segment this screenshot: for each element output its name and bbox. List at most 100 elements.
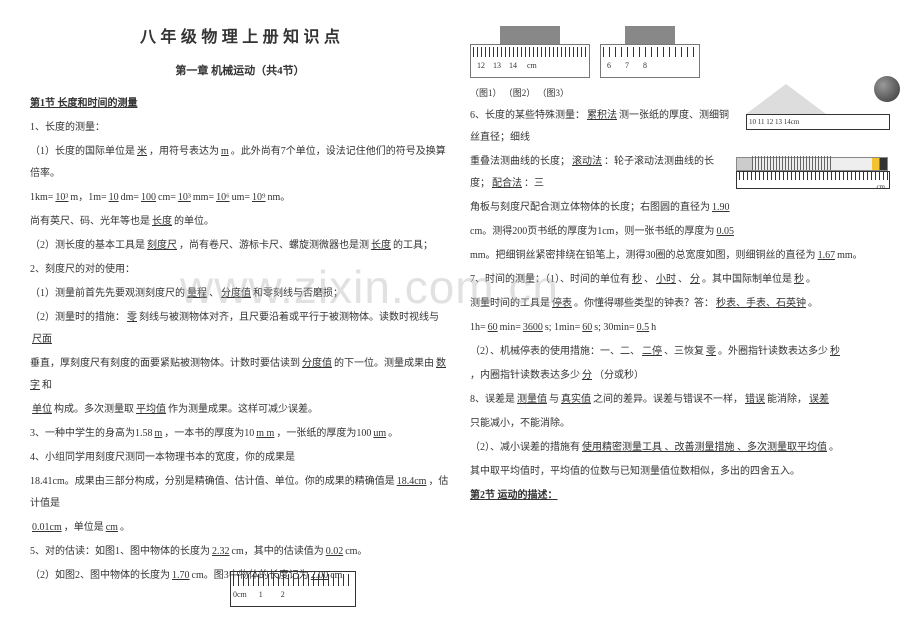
- para-8: （2）测量时的措施：零刻线与被测物体对齐，且尺要沿着或平行于被测物体。读数时视线…: [30, 307, 450, 351]
- t: （2）如图2、图中物体的长度为: [30, 570, 170, 581]
- t: 1km=: [30, 192, 53, 203]
- blank: 18.4cm: [395, 476, 429, 487]
- t: 垂直，厚刻度尺有刻度的面要紧贴被测物体。计数时要估读到: [30, 358, 300, 369]
- blank: 测量值: [515, 394, 549, 405]
- blank: 60: [486, 322, 500, 333]
- t: 3、一种中学生的身高为1.58: [30, 428, 153, 439]
- t: 、: [678, 274, 688, 285]
- blank: 10³: [176, 192, 193, 203]
- para-6: 2、刻度尺的对的使用：: [30, 259, 450, 281]
- para-r15: 其中取平均值时，平均值的位数与已知测量值位数相似，多出的四舍五入。: [470, 461, 890, 483]
- t: 18.41cm。成果由三部分构成，分别是精确值、估计值、单位。你的成果的精确值是: [30, 476, 395, 487]
- blank: 配合法: [490, 178, 524, 189]
- block-icon: [500, 26, 560, 44]
- pencil-coil-figure: cm: [736, 157, 890, 195]
- t: 8、误差是: [470, 394, 515, 405]
- ruler-icon: 6 7 8: [600, 44, 700, 78]
- blank: 0.02: [324, 546, 346, 557]
- blank: 使用精密测量工具 、改善测量措施 、多次测量取平均值: [580, 442, 829, 453]
- figure-2: 6 7 8: [600, 26, 700, 78]
- blank: 累积法: [585, 110, 619, 121]
- blank: 长度: [150, 216, 174, 227]
- para-r5: cm。测得200页书纸的厚度为1cm，则一张书纸的厚度为0.05: [470, 221, 890, 243]
- ruler-icon: 12 13 14 cm: [470, 44, 590, 78]
- t: （2）、减小误差的措施有: [470, 442, 580, 453]
- t: 6、长度的某些特殊测量：: [470, 110, 585, 121]
- t: 的工具；: [393, 240, 433, 251]
- t: 。你懂得哪些类型的钟表？答：: [574, 298, 714, 309]
- t: mm。: [837, 250, 863, 261]
- ticks: [739, 172, 889, 180]
- t: cm。: [345, 546, 367, 557]
- para-r12: 8、误差是测量值与真实值之间的差异。误差与错误不一样，错误能消除，误差: [470, 389, 890, 411]
- blank: 米: [135, 146, 149, 157]
- blank: 刻度尺: [145, 240, 179, 251]
- para-9: 垂直，厚刻度尺有刻度的面要紧贴被测物体。计数时要估读到分度值的下一位。测量成果由…: [30, 353, 450, 397]
- t: 与: [549, 394, 559, 405]
- t: h: [651, 322, 656, 333]
- t: ，一本书的厚度为10: [164, 428, 254, 439]
- blank: 量程: [185, 288, 209, 299]
- t: 1h=: [470, 322, 486, 333]
- t: ：三: [524, 178, 544, 189]
- t: 。其中国际制单位是: [702, 274, 792, 285]
- t: 之间的差异。误差与错误不一样，: [593, 394, 743, 405]
- para-r8: 测量时间的工具是停表。你懂得哪些类型的钟表？答：秒表、手表、石英钟。: [470, 293, 890, 315]
- wire-coil-icon: [752, 156, 832, 170]
- t: ，单位是: [64, 522, 104, 533]
- blank: 2.00: [309, 570, 331, 581]
- ticks: [603, 47, 697, 57]
- labels: 12 13 14 cm: [473, 57, 587, 75]
- blank: 0.5: [635, 322, 652, 333]
- blank: 分: [580, 370, 594, 381]
- para-r14: （2）、减小误差的措施有使用精密测量工具 、改善测量措施 、多次测量取平均值。: [470, 437, 890, 459]
- para-11: 3、一种中学生的身高为1.58m，一本书的厚度为10m m，一张纸的厚度为100…: [30, 423, 450, 445]
- ticks: [473, 47, 587, 57]
- block-icon: [625, 26, 675, 44]
- t: 。: [120, 522, 130, 533]
- t: 。: [806, 274, 816, 285]
- t: cm=: [158, 192, 176, 203]
- t: cm，其中的估读值为: [232, 546, 324, 557]
- para-1: 1、长度的测量：: [30, 117, 450, 139]
- blank: 分度值: [300, 358, 334, 369]
- blank: 0.01cm: [30, 522, 64, 533]
- t: 的单位。: [174, 216, 214, 227]
- t: （2）测长度的基本工具是: [30, 240, 145, 251]
- blank: 1.70: [170, 570, 192, 581]
- section1-title: 第1节 长度和时间的测量: [30, 93, 450, 115]
- blank: 秒: [828, 346, 842, 357]
- chapter-title: 第一章 机械运动（共4节）: [30, 59, 450, 83]
- t: mm。把细铜丝紧密排绕在铅笔上，测得30圈的总宽度如图，则细铜丝的直径为: [470, 250, 816, 261]
- triangle-icon: [746, 84, 826, 114]
- t: cm。测得200页书纸的厚度为1cm，则一张书纸的厚度为: [470, 226, 714, 237]
- blank: 误差: [807, 394, 831, 405]
- ruler-icon: 10 11 12 13 14cm: [746, 114, 890, 130]
- blank: 滚动法: [570, 156, 604, 167]
- section2-title: 第2节 运动的描述：: [470, 485, 890, 507]
- para-14: 0.01cm，单位是cm。: [30, 517, 450, 539]
- blank: 1.67: [816, 250, 838, 261]
- t: 刻线与被测物体对齐，且尺要沿着或平行于被测物体。读数时视线与: [139, 312, 439, 323]
- para-5: （2）测长度的基本工具是刻度尺，尚有卷尺、游标卡尺、螺旋测微器也是测长度的工具；: [30, 235, 450, 257]
- t: ，尚有卷尺、游标卡尺、螺旋测微器也是测: [179, 240, 369, 251]
- t: 尚有英尺、码、光年等也是: [30, 216, 150, 227]
- t: 、: [644, 274, 654, 285]
- para-r9: 1h=60min=3600s; 1min=60s; 30min=0.5h: [470, 317, 890, 339]
- para-10: 单位构成。多次测量取平均值作为测量成果。这样可减少误差。: [30, 399, 450, 421]
- para-r6: mm。把细铜丝紧密排绕在铅笔上，测得30圈的总宽度如图，则细铜丝的直径为1.67…: [470, 245, 890, 267]
- t: 、: [209, 288, 219, 299]
- blank: m: [219, 146, 231, 157]
- t: 。外圈指针读数表达多少: [718, 346, 828, 357]
- blank: m m: [254, 428, 276, 439]
- blank: 分: [688, 274, 702, 285]
- t: 作为测量成果。这样可减少误差。: [168, 404, 318, 415]
- blank: 秒: [792, 274, 806, 285]
- blank: 秒表、手表、石英钟: [714, 298, 808, 309]
- blank: 单位: [30, 404, 54, 415]
- sphere-icon: [874, 76, 900, 102]
- t: um=: [232, 192, 250, 203]
- para-r7: 7、时间的测量：（1）、时间的单位有秒、小时、分。其中国际制单位是秒。: [470, 269, 890, 291]
- t: 。: [808, 298, 818, 309]
- para-15: 5、对的估读：如图1、图中物体的长度为2.32cm，其中的估读值为0.02cm。: [30, 541, 450, 563]
